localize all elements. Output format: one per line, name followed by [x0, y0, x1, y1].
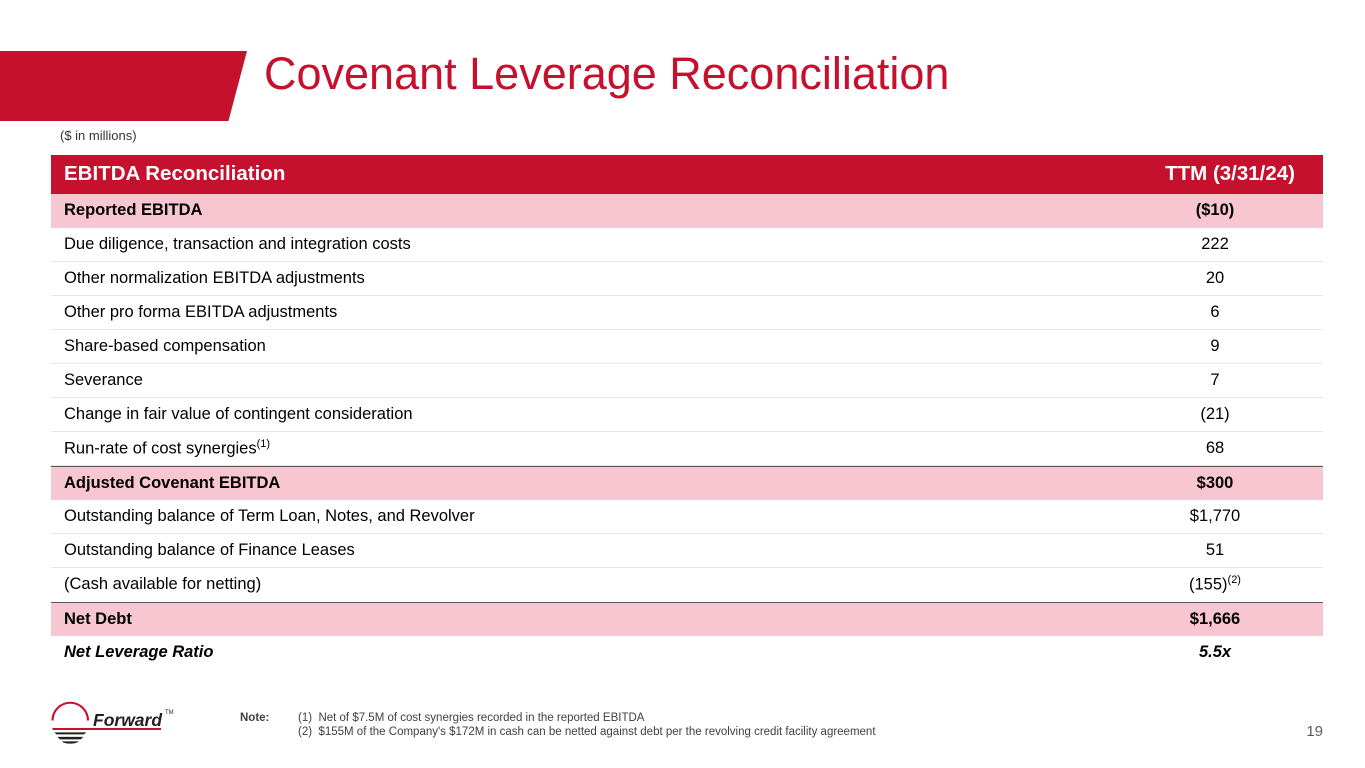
svg-text:Forward: Forward	[93, 710, 162, 730]
svg-text:TM: TM	[165, 710, 174, 716]
